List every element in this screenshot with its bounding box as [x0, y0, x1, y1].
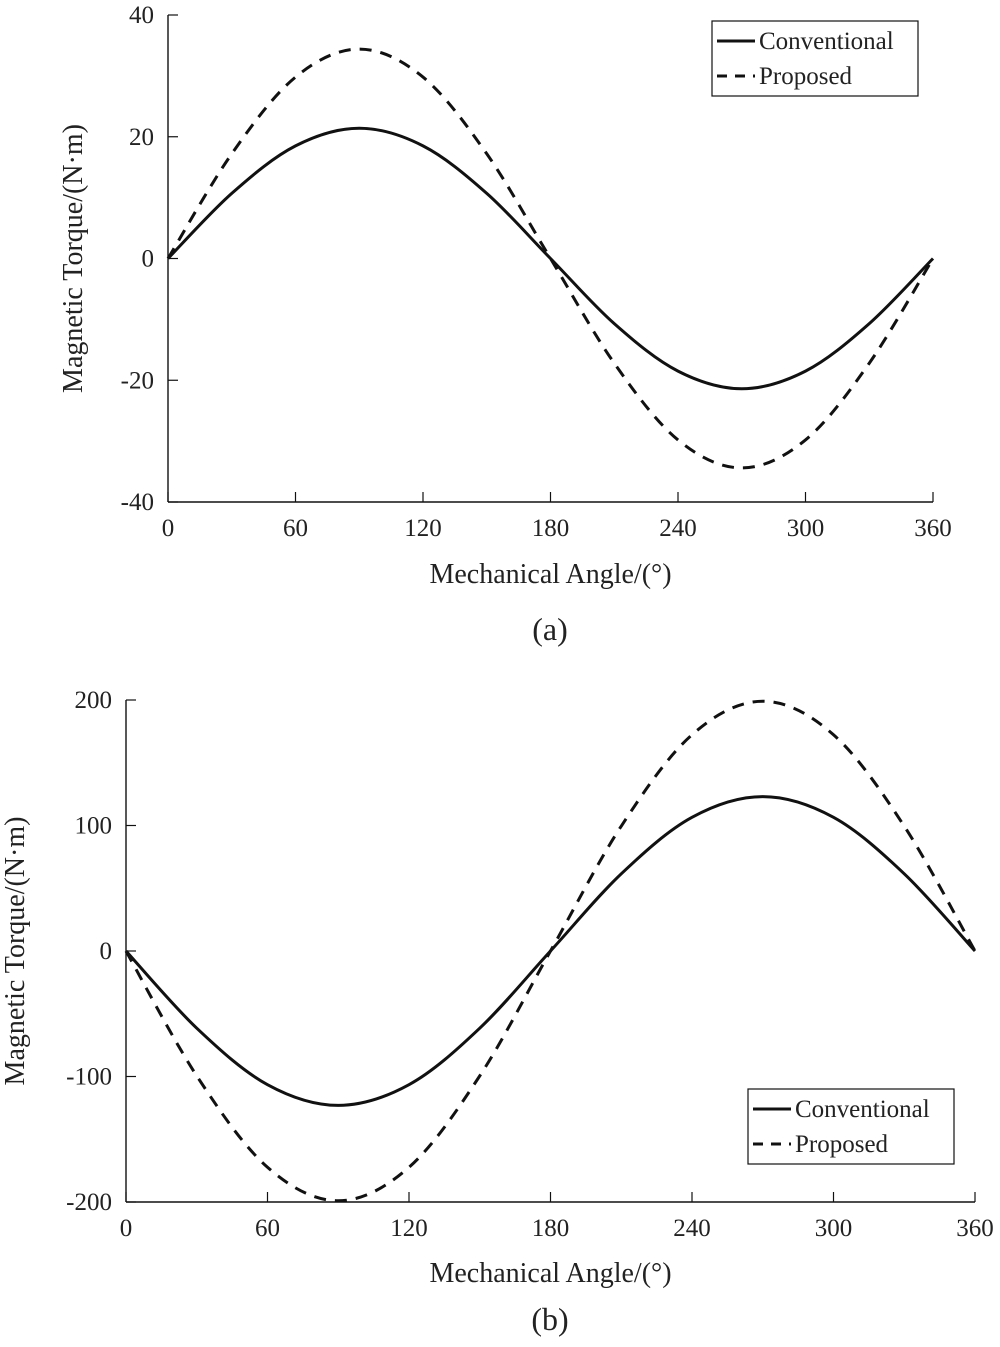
x-tick-label: 60 [283, 515, 308, 542]
x-tick-label: 120 [404, 515, 442, 542]
legend-label-proposed: Proposed [795, 1131, 889, 1158]
y-tick-label: 0 [100, 938, 113, 965]
chart-a: 40 20 0 -20 -40 0 60 120 180 240 300 360 Mechanical … [58, 2, 952, 647]
y-axis-label: Magnetic Torque/(N·m) [0, 817, 31, 1086]
x-tick-label: 180 [532, 515, 570, 542]
x-tick-label: 0 [162, 515, 175, 542]
x-tick-label: 360 [914, 515, 952, 542]
x-tick-label: 360 [956, 1215, 994, 1242]
x-tick-label: 120 [390, 1215, 428, 1242]
y-tick-label: 100 [75, 813, 113, 840]
x-axis-label: Mechanical Angle/(°) [429, 559, 671, 590]
y-axis-label: Magnetic Torque/(N·m) [58, 124, 89, 393]
y-tick-label: -200 [66, 1189, 112, 1216]
figure-caption: (a) [532, 611, 568, 647]
x-tick-label: 240 [659, 515, 697, 542]
y-tick-label: 200 [75, 687, 113, 714]
legend-label-conventional: Conventional [795, 1096, 930, 1123]
x-tick-label: 0 [120, 1215, 133, 1242]
y-tick-label: -100 [66, 1064, 112, 1091]
x-tick-label: 60 [255, 1215, 280, 1242]
axes: 200 100 0 -100 -200 0 60 120 180 240 300 360 [66, 687, 994, 1242]
y-tick-label: 0 [142, 246, 155, 273]
legend-box [711, 20, 919, 97]
figure-caption: (b) [531, 1301, 568, 1337]
series-line-proposed [166, 47, 935, 470]
legend-box [747, 1088, 955, 1165]
axes: 40 20 0 -20 -40 0 60 120 180 240 300 360 [121, 2, 952, 542]
x-tick-label: 240 [673, 1215, 711, 1242]
x-tick-label: 180 [532, 1215, 570, 1242]
x-axis-label: Mechanical Angle/(°) [429, 1258, 671, 1289]
y-tick-label: -20 [121, 367, 154, 394]
x-tick-label: 300 [815, 1215, 853, 1242]
series-line-conventional [166, 126, 935, 391]
legend-label-proposed: Proposed [759, 63, 853, 90]
series-line-proposed [124, 699, 977, 1203]
legend: Conventional Proposed [747, 1088, 955, 1165]
y-tick-label: -40 [121, 489, 154, 516]
y-tick-label: 40 [129, 2, 154, 29]
x-tick-label: 300 [787, 515, 825, 542]
y-tick-label: 20 [129, 124, 154, 151]
legend-label-conventional: Conventional [759, 28, 894, 55]
legend: Conventional Proposed [711, 20, 919, 97]
chart-b: 200 100 0 -100 -200 0 60 120 180 240 300 360 Mechani… [0, 687, 994, 1337]
